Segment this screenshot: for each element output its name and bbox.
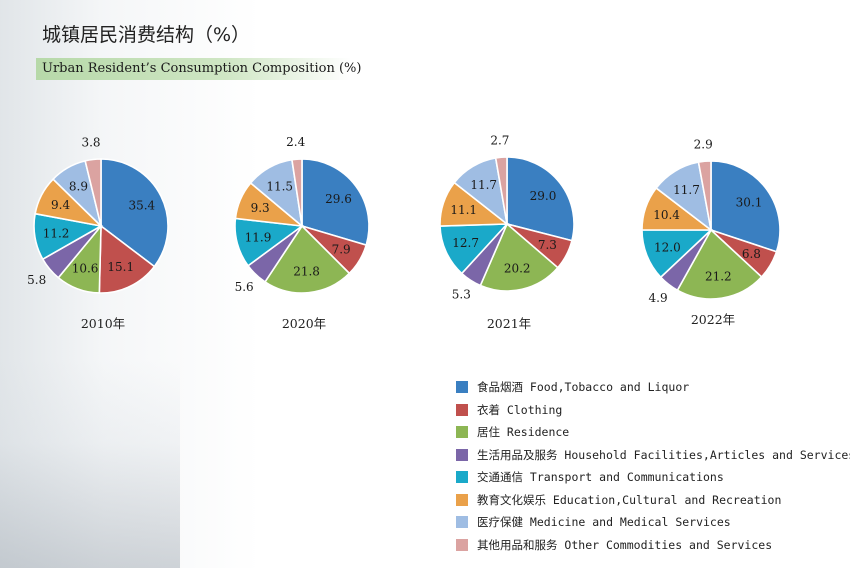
legend-swatch [456,471,468,484]
legend-label: 医疗保健 Medicine and Medical Services [477,515,731,530]
legend-entry: 衣着 Clothing [456,399,850,422]
data-label: 11.2 [43,227,70,241]
legend-label: 其他用品和服务 Other Commodities and Services [477,537,773,552]
data-label: 11.1 [450,203,477,217]
data-label: 11.5 [266,179,293,193]
legend-swatch [456,538,468,551]
data-label: 5.3 [452,287,471,301]
year-label: 2020年 [282,316,326,331]
pie-slice [697,160,712,231]
data-label: 11.9 [245,231,272,245]
data-label: 2.4 [286,135,305,149]
pie-chart-2: 29.0 7.3 20.2 5.3 12.7 11.1 11.7 2.7 2021年 [439,133,575,331]
data-label: 5.6 [235,280,254,294]
pie-slice [479,222,559,292]
data-label: 9.3 [251,201,270,215]
data-label: 21.8 [293,264,320,278]
year-label: 2010年 [81,316,125,331]
legend-label: 教育文化娱乐 Education,Cultural and Recreation [477,492,782,507]
legend-entry: 居住 Residence [456,421,850,444]
data-label: 12.0 [654,240,681,254]
pie-slice [494,156,508,225]
pie-slice [263,224,351,294]
legend-label: 居住 Residence [477,425,570,440]
subtitle-band [36,58,351,80]
pie-slice [84,158,102,227]
data-label: 12.7 [452,236,479,250]
legend-swatch [456,426,468,439]
data-label: 35.4 [128,199,155,213]
legend-entry: 食品烟酒 Food,Tobacco and Liquor [456,376,850,399]
data-label: 7.3 [538,238,557,252]
legend-swatch [456,403,468,416]
legend-label: 交通通信 Transport and Communications [477,470,724,485]
data-label: 20.2 [504,261,531,275]
data-label: 11.7 [673,183,700,197]
legend-entry: 其他用品和服务 Other Commodities and Services [456,534,850,557]
chart-title: 城镇居民消费结构（%） [42,24,251,46]
legend-entry: 交通通信 Transport and Communications [456,466,850,489]
data-label: 11.7 [470,178,497,192]
legend-swatch [456,493,468,506]
data-label: 4.9 [649,291,668,305]
data-label: 3.8 [81,136,100,150]
legend-entry: 医疗保健 Medicine and Medical Services [456,511,850,534]
chart-subtitle: Urban Resident’s Consumption Composition… [42,61,362,76]
data-label: 8.9 [69,179,88,193]
data-label: 30.1 [736,196,763,210]
legend-entry: 生活用品及服务 Household Facilities,Articles an… [456,444,850,467]
pie-slice [98,224,156,294]
pie-slice [100,158,169,268]
pie-slice [710,160,781,253]
data-label: 2.7 [490,133,509,147]
data-label: 29.6 [325,192,352,206]
legend-swatch [456,448,468,461]
legend-entry: 教育文化娱乐 Education,Cultural and Recreation [456,489,850,512]
data-label: 9.4 [51,198,70,212]
data-label: 21.2 [705,269,732,283]
pie-slice [676,228,763,300]
pie-slice [301,158,370,247]
legend-swatch [456,516,468,529]
year-label: 2022年 [691,312,735,327]
pie-slice [291,158,303,227]
background-texture-lower [0,360,180,568]
pie-chart-1: 29.6 7.9 21.8 5.6 11.9 9.3 11.5 2.4 2020年 [234,135,370,331]
data-label: 5.8 [27,273,46,287]
data-label: 10.4 [653,208,680,222]
data-label: 15.1 [107,260,134,274]
data-label: 6.8 [742,247,761,261]
data-label: 7.9 [332,242,351,256]
legend-label: 食品烟酒 Food,Tobacco and Liquor [477,380,690,395]
legend-label: 衣着 Clothing [477,402,563,417]
data-label: 29.0 [530,189,557,203]
data-label: 2.9 [694,137,713,151]
legend-swatch [456,381,468,394]
legend: 食品烟酒 Food,Tobacco and Liquor 衣着 Clothing 居… [456,376,850,556]
pie-chart-3: 30.1 6.8 21.2 4.9 12.0 10.4 11.7 2.9 2022年 [641,137,781,327]
pie-chart-0: 35.4 15.1 10.6 5.8 11.2 9.4 8.9 3.8 2010年 [27,136,169,331]
year-label: 2021年 [487,316,531,331]
data-label: 10.6 [72,262,99,276]
legend-label: 生活用品及服务 Household Facilities,Articles an… [477,447,850,462]
pie-slice [506,156,575,242]
